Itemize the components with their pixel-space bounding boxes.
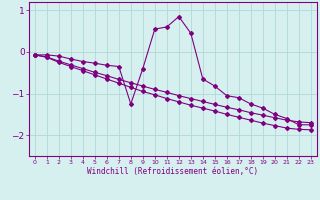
X-axis label: Windchill (Refroidissement éolien,°C): Windchill (Refroidissement éolien,°C) xyxy=(87,167,258,176)
